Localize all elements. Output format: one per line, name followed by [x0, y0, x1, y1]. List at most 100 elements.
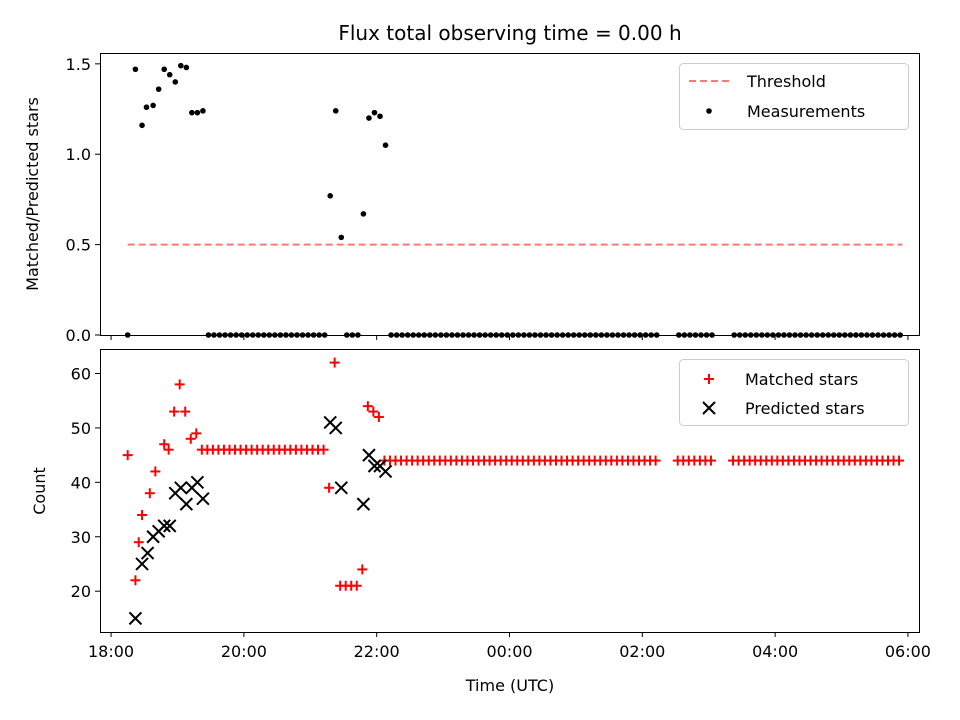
ratio-legend: Threshold Measurements — [679, 63, 909, 130]
matched-star-point — [150, 466, 161, 477]
count-y-tick-label: 40 — [71, 473, 91, 492]
matched-star-point — [650, 455, 661, 466]
matched-star-point — [191, 428, 202, 439]
predicted-star-point-b — [334, 481, 348, 495]
matched-star-point — [318, 444, 329, 455]
count-panel: 20 30 40 50 60 18:00 20:00 22:00 00:00 02:00 04:0… — [30, 349, 931, 695]
measurements-legend-swatch — [706, 108, 712, 114]
matched-star-point — [169, 406, 180, 417]
predicted-star-point-b — [190, 475, 205, 490]
matched-star-point — [122, 450, 133, 461]
predicted-star-point — [128, 611, 143, 626]
ratio-legend-box — [679, 63, 909, 130]
predicted-legend-marker-b — [702, 401, 716, 415]
matched-legend-label: Matched stars — [745, 370, 858, 389]
count-y-tick-label: 60 — [71, 364, 91, 383]
measurement-point — [177, 62, 184, 69]
ratio-panel: 0.0 0.5 1.0 1.5 Matched/Predicted stars Thr… — [23, 53, 920, 345]
measurement-point — [132, 66, 139, 73]
predicted-star-point-b — [135, 557, 149, 571]
measurement-point — [189, 109, 195, 116]
matched-star-point — [130, 575, 141, 586]
matched-star-point — [180, 406, 191, 417]
count-plot-area — [122, 357, 905, 626]
ratio-axes-frame — [100, 53, 920, 336]
matched-star-point — [185, 433, 196, 444]
count-legend: Matched stars Predicted stars — [679, 359, 909, 426]
ratio-y-tick-label: 1.0 — [66, 145, 91, 164]
matched-star-point — [324, 482, 335, 493]
measurement-point — [161, 66, 167, 73]
count-y-tick-label: 20 — [71, 582, 91, 601]
predicted-star-point — [196, 491, 210, 506]
matched-star-point — [357, 564, 368, 575]
predicted-star-point — [174, 481, 188, 495]
predicted-star-point-b — [196, 491, 210, 506]
x-tick-label: 20:00 — [221, 642, 267, 661]
matched-star-point — [373, 412, 384, 423]
measurement-point — [338, 234, 345, 241]
ratio-y-tick-label: 0.0 — [66, 326, 91, 345]
matched-legend-swatch — [704, 374, 714, 384]
ratio-y-tick-label: 1.5 — [66, 55, 91, 74]
measurement-point — [360, 211, 367, 217]
x-tick-label: 06:00 — [885, 642, 931, 661]
measurement-point — [155, 86, 162, 92]
measurement-point — [166, 71, 173, 78]
predicted-star-point — [356, 497, 371, 511]
x-tick-label: 22:00 — [354, 642, 400, 661]
predicted-star-point — [140, 546, 155, 560]
x-tick-label: 18:00 — [88, 642, 134, 661]
matched-star-point — [137, 509, 148, 520]
matched-star-point — [174, 379, 185, 390]
measurement-point — [327, 193, 334, 199]
predicted-star-point-b — [362, 448, 376, 462]
predicted-legend-swatch — [702, 401, 716, 415]
x-tick-label: 02:00 — [619, 642, 665, 661]
predicted-legend-marker — [702, 401, 716, 415]
predicted-star-point-b — [163, 519, 177, 533]
ratio-y-axis-label: Matched/Predicted stars — [23, 97, 42, 291]
matched-star-point — [163, 444, 174, 455]
measurement-point — [139, 122, 145, 129]
matched-star-point — [705, 455, 716, 466]
count-axes-frame — [100, 349, 920, 633]
x-axis-label: Time (UTC) — [465, 676, 554, 695]
predicted-star-point — [329, 421, 343, 435]
measurement-point — [366, 115, 372, 121]
count-y-tick-label: 30 — [71, 528, 91, 547]
predicted-star-point — [367, 459, 382, 473]
matched-star-point — [351, 580, 362, 591]
matched-star-point — [144, 488, 155, 499]
matched-star-point — [133, 537, 144, 548]
measurements-legend-label: Measurements — [747, 102, 865, 121]
measurement-point — [143, 104, 150, 111]
predicted-star-point — [362, 448, 376, 462]
count-y-axis-label: Count — [30, 467, 49, 515]
predicted-star-point-b — [174, 481, 188, 495]
predicted-star-point — [135, 557, 149, 571]
count-legend-box — [679, 359, 909, 426]
predicted-star-point — [157, 519, 171, 533]
x-tick-label: 00:00 — [486, 642, 532, 661]
predicted-star-point-b — [128, 611, 143, 626]
predicted-star-point-b — [179, 497, 194, 511]
predicted-star-point — [334, 481, 348, 495]
predicted-star-point — [179, 497, 194, 511]
matched-star-point — [362, 401, 373, 412]
measurement-point — [200, 108, 206, 114]
measurement-point — [194, 109, 201, 116]
threshold-legend-label: Threshold — [746, 72, 826, 91]
count-y-ticks: 20 30 40 50 60 — [71, 364, 100, 601]
matched-star-point — [329, 357, 340, 368]
matched-star-point — [159, 439, 170, 450]
predicted-star-point — [163, 519, 177, 533]
ratio-y-ticks: 0.0 0.5 1.0 1.5 — [66, 55, 100, 345]
count-x-ticks: 18:00 20:00 22:00 00:00 02:00 04:00 06:00 — [88, 632, 931, 661]
matched-legend-marker — [704, 374, 714, 384]
predicted-star-point-b — [329, 421, 343, 435]
chart-title: Flux total observing time = 0.00 h — [338, 21, 681, 45]
measurement-point — [382, 142, 389, 148]
predicted-legend-label: Predicted stars — [745, 399, 865, 418]
measurement-point — [150, 102, 156, 109]
